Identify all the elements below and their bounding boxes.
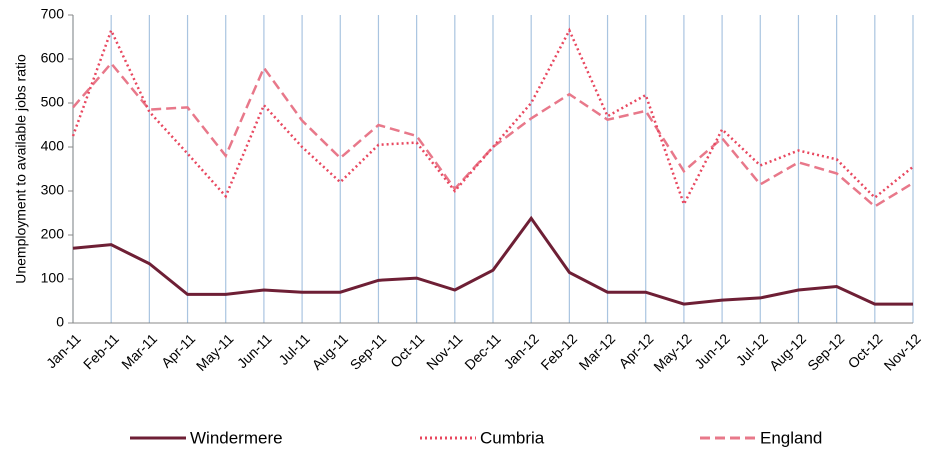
x-tick-label: Sep-11 [347, 330, 390, 373]
y-tick-label: 400 [41, 138, 65, 154]
y-tick-label: 700 [41, 6, 65, 22]
x-tick-label: Jul-11 [275, 330, 313, 368]
y-tick-label: 300 [41, 182, 65, 198]
x-tick-label: Jun-11 [234, 330, 275, 371]
legend-label: Windermere [190, 428, 283, 447]
y-axis-label: Unemployment to available jobs ratio [13, 54, 29, 284]
y-tick-label: 600 [41, 50, 65, 66]
legend-label: England [760, 428, 822, 447]
x-tick-label: May-12 [650, 330, 694, 374]
x-tick-label: Jun-12 [691, 330, 733, 372]
x-tick-label: Feb-11 [80, 330, 122, 372]
legend-label: Cumbria [480, 428, 545, 447]
x-tick-label: Mar-12 [576, 330, 619, 373]
x-tick-label: Oct-11 [387, 330, 427, 370]
x-tick-label: Aug-11 [309, 330, 352, 373]
x-tick-label: Mar-11 [118, 330, 160, 372]
x-tick-label: Nov-11 [423, 330, 466, 373]
x-tick-label: Nov-12 [881, 330, 924, 373]
y-tick-label: 0 [56, 314, 64, 330]
x-tick-label: Oct-12 [845, 330, 886, 371]
x-tick-label: Aug-12 [766, 330, 809, 373]
x-tick-label: Sep-12 [804, 330, 847, 373]
x-tick-label: Jan-12 [500, 330, 542, 372]
y-tick-label: 500 [41, 94, 65, 110]
y-tick-label: 100 [41, 270, 65, 286]
y-tick-label: 200 [41, 226, 65, 242]
x-tick-label: Apr-12 [615, 330, 656, 371]
x-tick-label: Apr-11 [158, 330, 198, 370]
series-line [71, 27, 914, 208]
x-tick-label: May-11 [193, 330, 237, 374]
series-line [72, 215, 913, 306]
x-tick-label: Jan-11 [43, 330, 84, 371]
x-tick-label: Feb-12 [537, 330, 580, 373]
x-tick-label: Dec-11 [461, 330, 504, 373]
series-line [72, 61, 914, 208]
